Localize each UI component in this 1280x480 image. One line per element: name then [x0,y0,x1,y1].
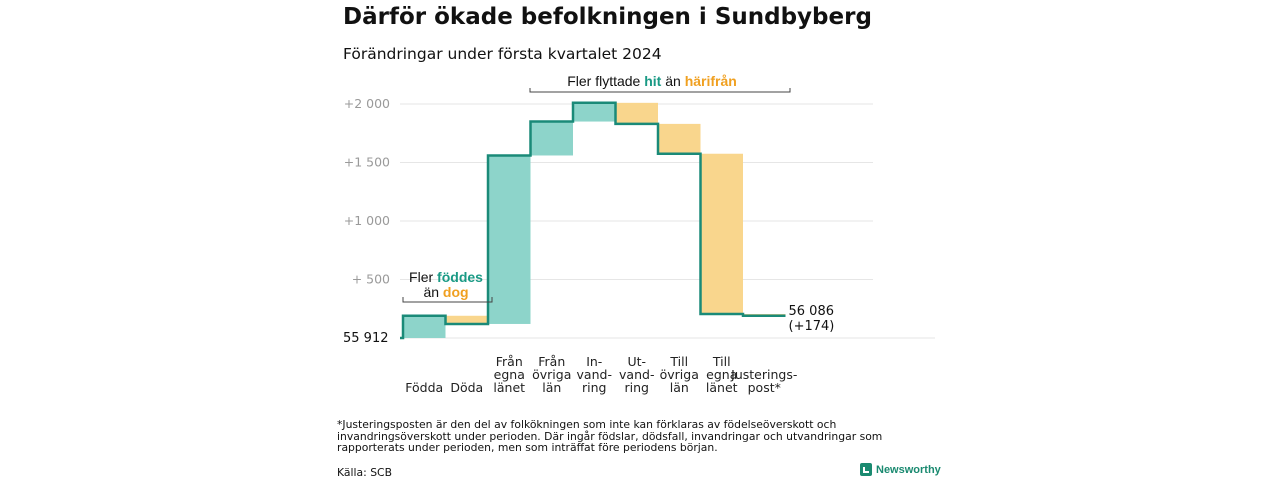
category-label: Till egna länet [706,354,738,395]
waterfall-bar [530,121,573,156]
category-label: Till övriga län [660,354,699,395]
births-bracket [402,297,493,303]
newsworthy-logo[interactable]: Newsworthy [860,463,941,476]
end-value-label: 56 086 [789,304,835,319]
waterfall-bar [445,315,488,324]
waterfall-bar [573,102,616,122]
waterfall-bar [403,315,446,338]
category-label: Döda [450,380,483,395]
waterfall-bar [700,153,743,315]
category-label: Födda [405,380,443,395]
footnote: *Justeringsposten är den del av folkökni… [337,418,883,454]
births-annotation-line1: Fler föddes [409,269,483,285]
end-change-label: (+174) [789,319,835,334]
category-label: Från egna länet [493,354,525,395]
newsworthy-icon [860,463,872,476]
y-tick-label: + 500 [352,272,390,287]
moves-bracket [529,88,791,93]
chart-title: Därför ökade befolkningen i Sundbyberg [343,4,872,30]
source-label: Källa: SCB [337,466,392,479]
y-tick-label: +2 000 [344,96,390,111]
waterfall-chart: + 500 +1 000 +1 500 +2 000 Födda Döda Från egn… [343,73,935,395]
category-label: Ut-vand-ring [619,354,654,395]
waterfall-bar [488,155,531,324]
start-value-label: 55 912 [343,331,389,346]
births-annotation-line2: än dog [423,284,468,300]
population-step-line [400,101,786,340]
category-label: Från övriga län [532,354,571,395]
category-label: Justerings-post* [730,367,797,395]
waterfall-bar [615,102,658,124]
brand-name: Newsworthy [876,463,941,476]
y-tick-label: +1 500 [344,155,390,170]
category-label: In-vand-ring [577,354,612,395]
moves-annotation: Fler flyttade hit än härifrån [567,73,737,89]
waterfall-bar [658,123,701,154]
chart-subtitle: Förändringar under första kvartalet 2024 [343,45,662,63]
y-tick-label: +1 000 [344,213,390,228]
